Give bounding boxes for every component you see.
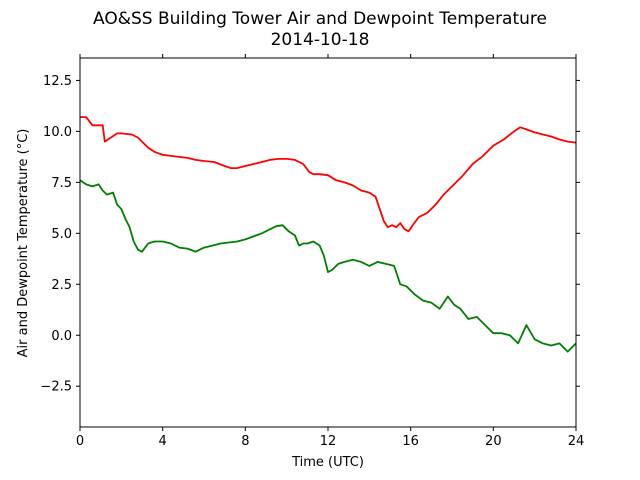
y-tick-label: −2.5 [40, 380, 72, 395]
x-tick-label: 16 [402, 434, 419, 449]
x-tick-label: 0 [76, 434, 84, 449]
x-tick-label: 12 [320, 434, 337, 449]
series-line-1 [79, 179, 577, 353]
chart-subtitle: 2014-10-18 [271, 30, 370, 50]
tick-layer: 0 4 8 12 16 20 24 −2.5 0.0 2.5 5.0 7.5 10.0 12.5 [40, 54, 584, 449]
series-layer [79, 116, 577, 353]
y-tick-label: 12.5 [43, 74, 72, 89]
y-tick-label: 10.0 [43, 125, 72, 140]
y-tick-label: 0.0 [51, 329, 72, 344]
x-tick-label: 24 [568, 434, 585, 449]
series-line-0 [80, 116, 577, 233]
y-axis-label: Air and Dewpoint Temperature (°C) [16, 129, 31, 358]
y-tick-label: 5.0 [51, 227, 72, 242]
x-tick-label: 4 [159, 434, 167, 449]
chart-title: AO&SS Building Tower Air and Dewpoint Te… [93, 9, 547, 29]
y-tick-label: 2.5 [51, 278, 72, 293]
y-tick-label: 7.5 [51, 176, 72, 191]
x-tick-label: 20 [485, 434, 502, 449]
x-axis-label: Time (UTC) [291, 455, 364, 470]
plot-frame [79, 57, 577, 428]
x-tick-label: 8 [241, 434, 249, 449]
